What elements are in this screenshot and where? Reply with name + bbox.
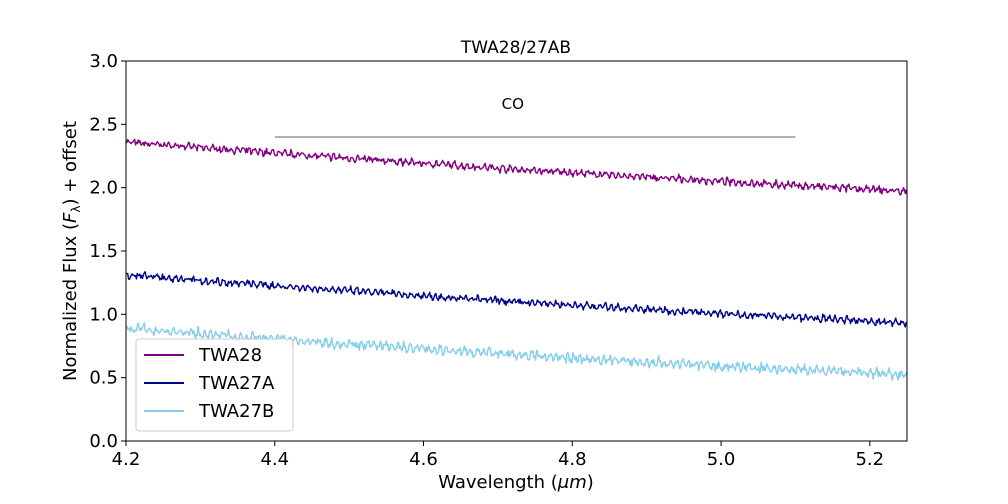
y-tick-label: 1.0 xyxy=(89,304,118,325)
legend-label-twa28: TWA28 xyxy=(198,345,262,366)
y-tick-label: 3.0 xyxy=(89,51,118,72)
x-tick-label: 4.8 xyxy=(558,449,587,470)
annotation-layer: CO xyxy=(274,95,796,138)
y-tick-label: 2.0 xyxy=(89,178,118,199)
legend: TWA28 TWA27A TWA27B xyxy=(135,338,294,432)
y-tick-label: 2.5 xyxy=(89,114,118,135)
x-tick-label: 4.4 xyxy=(260,449,289,470)
y-tick-label: 1.5 xyxy=(89,241,118,262)
legend-label-twa27b: TWA27B xyxy=(198,401,274,422)
y-tick-label: 0.5 xyxy=(89,368,118,389)
y-axis-label: Normalized Flux (Fλ) + offset xyxy=(60,121,83,381)
x-tick-label: 4.6 xyxy=(409,449,438,470)
x-tick-label: 4.2 xyxy=(112,449,141,470)
x-axis-label: Wavelength (μm) xyxy=(438,472,594,493)
y-tick-label: 0.0 xyxy=(89,431,118,452)
series-line-twa28 xyxy=(125,138,908,196)
x-tick-label: 5.2 xyxy=(855,449,884,470)
co-annotation: CO xyxy=(502,95,524,113)
legend-label-twa27a: TWA27A xyxy=(198,373,275,394)
x-axis: 4.2 4.4 4.6 4.8 5.0 5.2 xyxy=(112,441,884,470)
series-line-twa27a xyxy=(125,271,908,328)
chart-title: TWA28/27AB xyxy=(460,38,571,58)
x-tick-label: 5.0 xyxy=(707,449,736,470)
y-axis: 0.0 0.5 1.0 1.5 2.0 2.5 3.0 xyxy=(89,51,126,452)
legend-box xyxy=(135,338,294,432)
